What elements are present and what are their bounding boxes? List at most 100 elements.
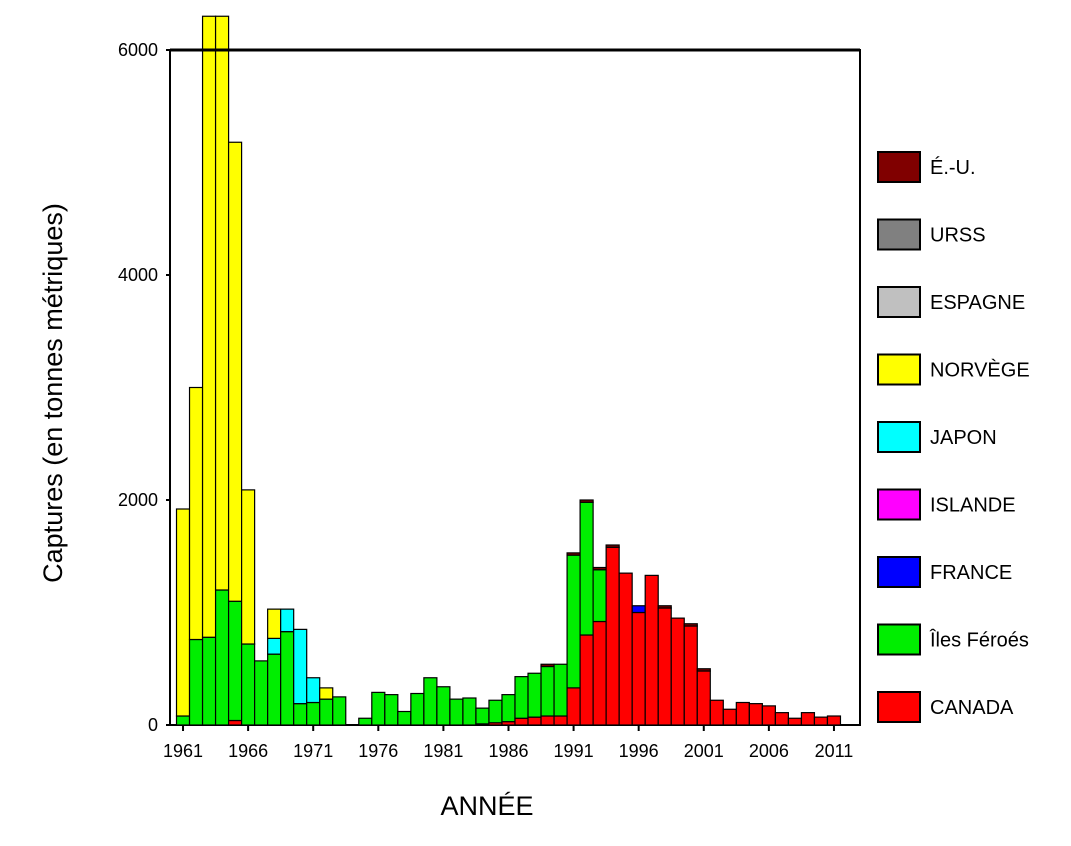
legend-item-france: FRANCE [877, 556, 1012, 588]
bar-segment-iles-feroes-1989 [540, 665, 555, 717]
bar-segment-norvege-1962 [188, 386, 204, 641]
bar-segment-iles-feroes-1968 [267, 653, 282, 726]
legend-swatch-japon [877, 421, 921, 453]
bar-segment-canada-2005 [748, 703, 763, 726]
bar-segment-e-u-1992 [579, 499, 594, 503]
bar-segment-e-u-1991 [566, 552, 581, 556]
bar-segment-norvege-1964 [214, 15, 230, 591]
legend-item-japon: JAPON [877, 421, 997, 453]
bar-segment-iles-feroes-1983 [462, 697, 477, 726]
x-axis: 1961 1966 1971 1976 1981 1986 1991 1996 2001 2006… [163, 725, 853, 761]
legend-label-e-u: É.-U. [930, 156, 976, 179]
legend-swatch-e-u [877, 151, 921, 183]
legend-label-france: FRANCE [930, 562, 1012, 584]
bar-segment-iles-feroes-1984 [475, 707, 490, 725]
bar-segment-iles-feroes-1987 [514, 676, 529, 719]
bar-segment-iles-feroes-1970 [293, 703, 308, 726]
bar-segment-norvege-1972 [319, 687, 334, 700]
bar-segment-iles-feroes-1980 [423, 677, 438, 726]
bar-segment-iles-feroes-1973 [332, 696, 347, 726]
bar-segment-canada-1995 [618, 572, 633, 726]
x-tick-label: 2001 [684, 741, 724, 761]
legend-item-e-u: É.-U. [877, 151, 976, 183]
bar-segment-japon-1970 [293, 628, 308, 705]
x-tick-label: 1966 [228, 741, 268, 761]
bar-segment-canada-2009 [800, 712, 816, 726]
legend-label-norvege: NORVÈGE [930, 359, 1030, 382]
bar-segment-japon-1969 [280, 608, 295, 633]
bar-segment-japon-1971 [306, 677, 321, 704]
x-tick-label: 1961 [163, 741, 203, 761]
legend-item-urss: URSS [877, 218, 986, 251]
legend-item-islande: ISLANDE [877, 488, 1016, 521]
bar-segment-iles-feroes-1988 [527, 672, 542, 718]
bar-segment-iles-feroes-1986 [501, 694, 516, 723]
legend-item-norvege: NORVÈGE [877, 353, 1030, 386]
bar-segment-canada-2001 [696, 670, 711, 726]
bar-segment-iles-feroes-1992 [579, 501, 594, 636]
bar-segment-canada-2007 [774, 712, 790, 726]
bar-segment-iles-feroes-1963 [201, 636, 217, 726]
bar-segment-e-u-1998 [657, 605, 672, 609]
y-axis: 0 2000 4000 6000 [118, 40, 170, 735]
legend-label-japon: JAPON [930, 427, 997, 449]
y-axis-title: Captures (en tonnes métriques) [38, 203, 68, 583]
bar-segment-norvege-1963 [201, 15, 217, 638]
bar-segment-canada-1965 [227, 719, 243, 726]
bar-segment-e-u-1989 [540, 663, 555, 668]
bar-segment-norvege-1966 [241, 489, 256, 645]
legend-swatch-france [877, 556, 921, 588]
bar-segment-iles-feroes-1961 [175, 715, 191, 726]
bar-segment-france-1996 [631, 605, 646, 614]
bars-layer [175, 15, 842, 726]
legend-label-islande: ISLANDE [930, 495, 1016, 517]
bar-segment-iles-feroes-1971 [306, 701, 321, 726]
bar-segment-canada-1996 [631, 611, 646, 726]
legend-item-canada: CANADA [877, 691, 1014, 723]
bar-segment-iles-feroes-1991 [566, 554, 581, 689]
bar-segment-iles-feroes-1975 [358, 717, 373, 726]
bar-segment-canada-2008 [787, 717, 803, 726]
y-tick-label: 6000 [118, 40, 158, 60]
legend-item-espagne: ESPAGNE [877, 286, 1025, 318]
bar-segment-canada-1988 [527, 716, 542, 726]
bar-segment-e-u-1993 [592, 566, 607, 571]
x-tick-label: 1996 [619, 741, 659, 761]
bar-segment-iles-feroes-1993 [592, 569, 607, 623]
bar-segment-iles-feroes-1976 [371, 691, 386, 726]
bar-segment-iles-feroes-1990 [553, 663, 568, 717]
bar-segment-iles-feroes-1972 [319, 698, 334, 726]
bar-segment-canada-2003 [722, 708, 737, 726]
bar-segment-canada-1991 [566, 687, 581, 726]
bar-segment-canada-2004 [735, 701, 750, 726]
bar-segment-iles-feroes-1969 [280, 631, 295, 726]
x-tick-label: 2011 [815, 741, 854, 761]
legend-item-iles-feroes: Îles Féroés [877, 623, 1029, 656]
bar-segment-canada-1999 [670, 617, 685, 726]
bar-segment-iles-feroes-1985 [488, 699, 503, 724]
legend-swatch-iles-feroes [877, 623, 921, 656]
bar-segment-canada-2011 [826, 715, 842, 726]
legend: É.-U. URSS ESPAGNE NORVÈGE JAPON ISLANDE FRANC… [877, 151, 1030, 723]
legend-label-canada: CANADA [930, 697, 1014, 719]
x-axis-title: ANNÉE [440, 791, 533, 821]
legend-swatch-islande [877, 488, 921, 521]
x-tick-label: 1971 [293, 741, 333, 761]
bar-segment-norvege-1965 [227, 141, 243, 602]
bar-segment-canada-2000 [683, 625, 698, 726]
legend-swatch-urss [877, 218, 921, 251]
y-tick-label: 4000 [118, 265, 158, 285]
bar-segment-iles-feroes-1978 [397, 710, 412, 726]
bar-segment-canada-1992 [579, 634, 594, 726]
legend-swatch-norvege [877, 353, 921, 386]
bar-segment-e-u-1994 [605, 544, 620, 548]
x-tick-label: 1991 [554, 741, 594, 761]
x-tick-label: 1981 [423, 741, 463, 761]
legend-label-espagne: ESPAGNE [930, 292, 1025, 314]
bar-segment-canada-1993 [592, 620, 607, 726]
bar-segment-canada-2002 [709, 699, 724, 726]
bar-segment-iles-feroes-1982 [449, 698, 464, 726]
bar-segment-canada-1994 [605, 546, 620, 726]
